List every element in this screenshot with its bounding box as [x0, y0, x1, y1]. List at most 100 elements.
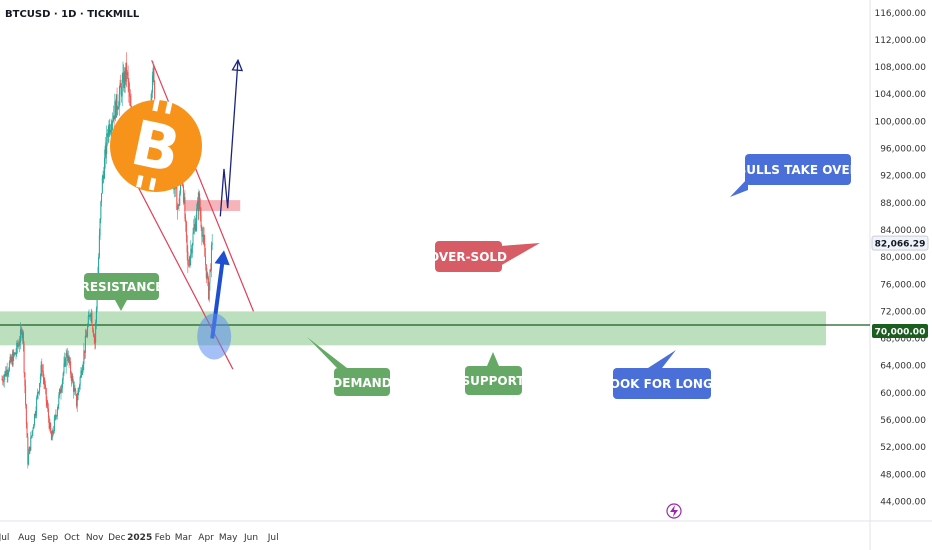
candle	[32, 428, 34, 432]
candle	[2, 379, 4, 382]
candle	[120, 83, 122, 88]
lightning-icon[interactable]	[666, 503, 682, 519]
candle	[129, 92, 131, 97]
candle	[55, 415, 57, 417]
candle	[9, 356, 11, 363]
candle	[118, 107, 120, 110]
candle	[59, 388, 61, 396]
price-tick-label: 88,000.00	[880, 199, 926, 209]
candle	[88, 315, 90, 317]
candle	[124, 71, 126, 82]
candle	[186, 235, 188, 253]
candle	[211, 242, 213, 246]
candle	[127, 72, 129, 82]
candle	[122, 72, 124, 81]
candle	[202, 234, 204, 236]
candle	[64, 358, 66, 367]
candle	[17, 344, 19, 348]
candle	[84, 335, 86, 353]
candle	[205, 256, 207, 265]
candle	[13, 352, 15, 356]
candle	[89, 315, 91, 318]
price-tick-label: 60,000.00	[880, 389, 926, 399]
price-tick-label: 116,000.00	[874, 9, 926, 19]
candle	[115, 94, 117, 118]
candle	[114, 101, 116, 120]
time-tick-label: Feb	[155, 533, 171, 543]
candle	[80, 370, 82, 378]
candle	[188, 264, 190, 266]
candle	[87, 325, 89, 336]
candle	[118, 94, 120, 108]
candle	[128, 81, 130, 93]
candle	[104, 145, 106, 159]
price-tick-label: 52,000.00	[880, 443, 926, 453]
candle	[53, 418, 55, 432]
candle	[5, 369, 7, 376]
price-tick-label: 92,000.00	[880, 172, 926, 182]
candle	[6, 369, 8, 376]
candle	[185, 221, 187, 236]
candle	[99, 218, 101, 236]
candle	[51, 430, 53, 441]
candle	[19, 341, 21, 346]
candle	[57, 404, 59, 410]
candle	[192, 232, 194, 245]
candle	[58, 395, 60, 405]
candle	[61, 379, 63, 388]
candle	[26, 423, 28, 438]
candle	[49, 423, 51, 429]
candle	[22, 332, 24, 345]
candle	[61, 387, 63, 391]
candle	[8, 370, 10, 374]
price-tick-label: 72,000.00	[880, 307, 926, 317]
projection-arrowhead	[231, 58, 244, 72]
candle	[103, 175, 105, 179]
candle	[52, 430, 54, 434]
candle	[101, 193, 103, 202]
candle	[205, 264, 207, 279]
candle	[29, 446, 31, 451]
candle	[92, 325, 94, 331]
candle	[5, 371, 7, 376]
last-price-tag: 82,066.29	[871, 235, 929, 251]
candle	[14, 352, 16, 356]
level-price-tag: 70,000.00	[872, 324, 928, 338]
candle	[35, 411, 37, 416]
candle	[195, 221, 197, 231]
svg-text:BULLS TAKE OVER: BULLS TAKE OVER	[737, 163, 859, 177]
candle	[44, 383, 46, 386]
candle	[14, 352, 16, 355]
candle	[81, 369, 83, 375]
candle	[87, 316, 89, 327]
price-axis[interactable]: 44,000.00 48,000.00 52,000.00 56,000.00 60,0…	[869, 0, 926, 550]
candle	[193, 224, 195, 229]
candle	[93, 336, 95, 338]
candle	[91, 312, 93, 326]
candle	[101, 177, 103, 194]
candle	[201, 227, 203, 237]
time-tick-label: Jul	[0, 533, 9, 543]
candle	[199, 207, 201, 216]
candle	[90, 312, 92, 315]
candle	[47, 405, 49, 409]
candle	[82, 363, 84, 370]
candle	[198, 193, 200, 212]
candle	[120, 87, 122, 97]
candle	[30, 436, 32, 451]
candle	[100, 201, 102, 220]
candle	[56, 409, 58, 417]
candle	[21, 329, 23, 339]
candle	[177, 205, 179, 210]
price-tick-label: 64,000.00	[880, 362, 926, 372]
candle	[43, 377, 45, 385]
candle	[64, 358, 66, 364]
candle	[182, 185, 184, 203]
candle	[107, 134, 109, 137]
candle	[191, 244, 193, 254]
candle	[39, 376, 41, 384]
time-tick-label: Apr	[198, 533, 214, 543]
